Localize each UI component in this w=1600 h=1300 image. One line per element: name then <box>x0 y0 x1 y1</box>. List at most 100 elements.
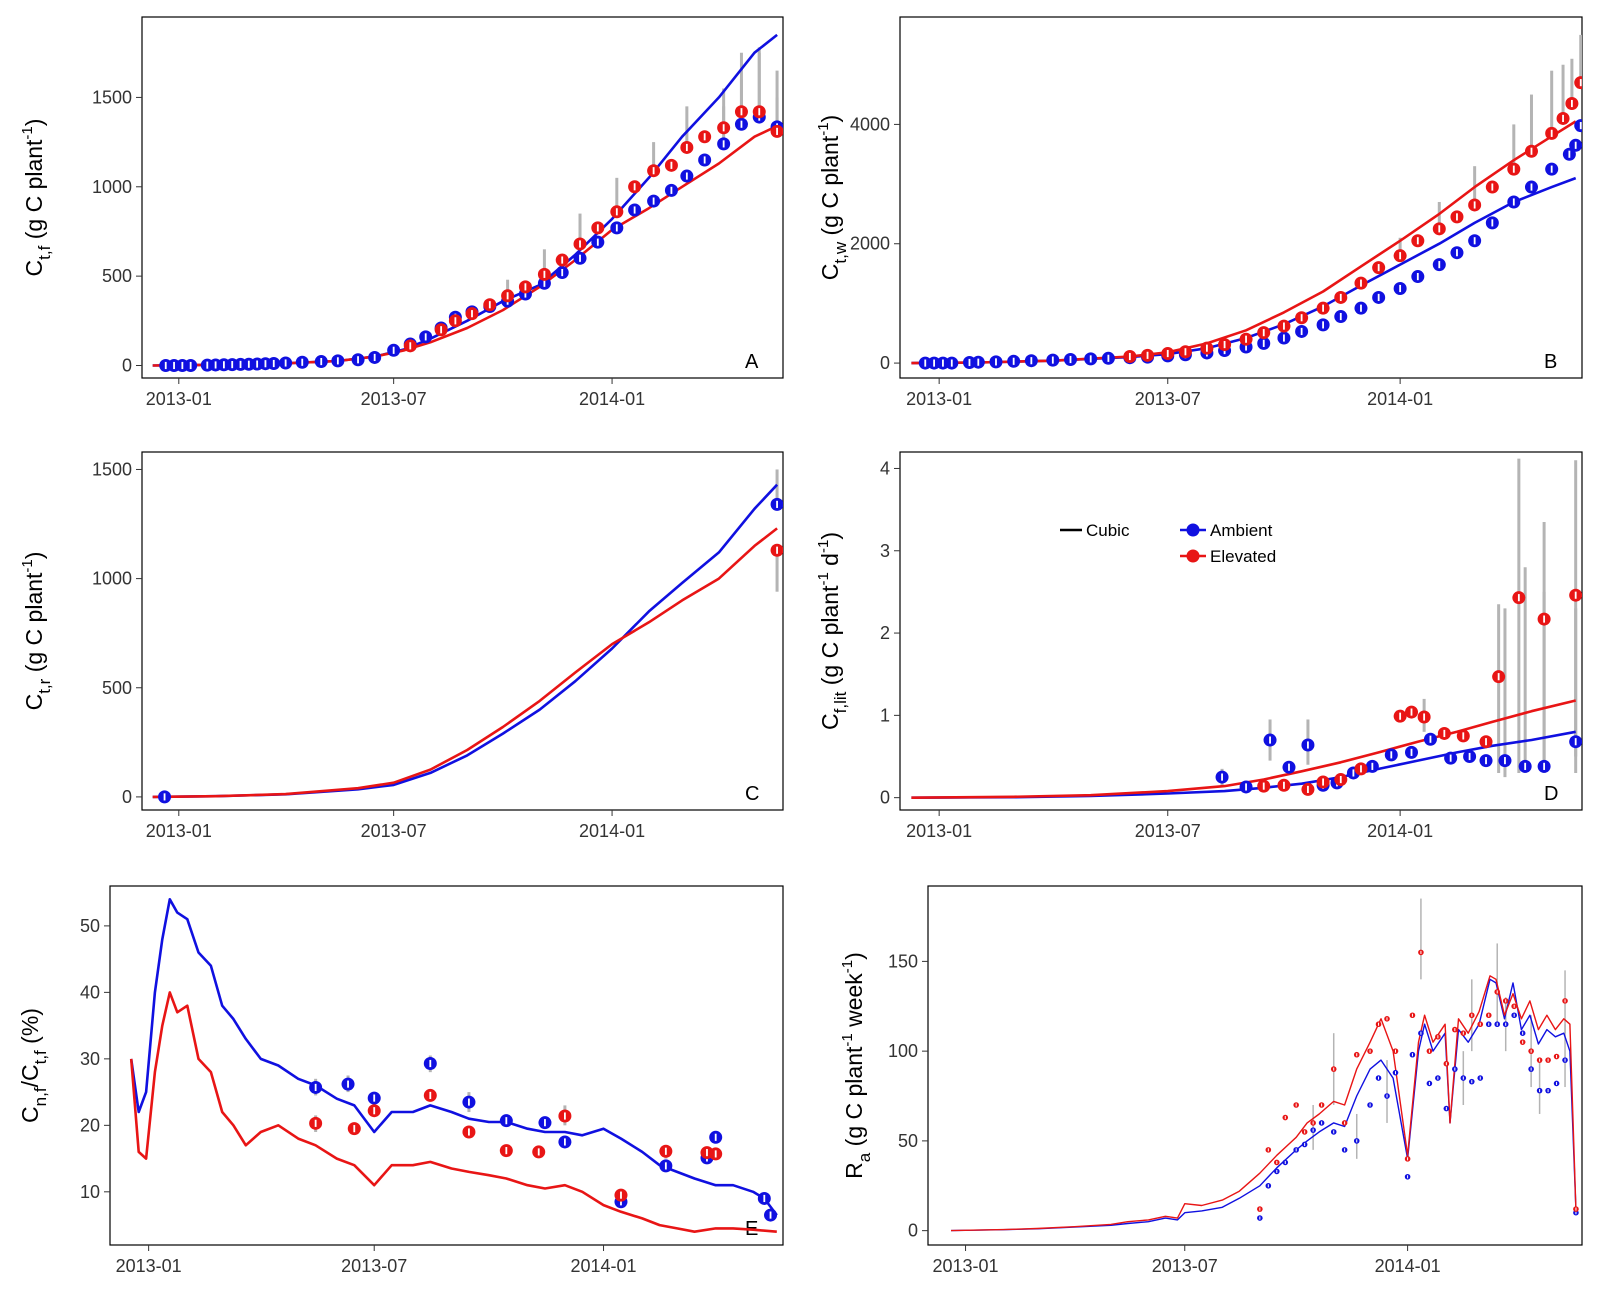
data-point-elevated <box>1330 1066 1337 1072</box>
data-point-ambient <box>1485 1021 1492 1028</box>
data-point-elevated <box>1519 1039 1526 1045</box>
data-point-ambient <box>537 276 551 290</box>
data-point-elevated <box>1573 1206 1579 1212</box>
data-point-elevated <box>1485 1012 1492 1019</box>
data-point-ambient <box>1372 290 1386 304</box>
data-point-elevated <box>462 1125 476 1139</box>
data-point-elevated <box>532 1145 546 1159</box>
data-point-elevated <box>734 105 748 119</box>
data-point-ambient <box>351 353 365 367</box>
data-point-elevated <box>698 130 712 144</box>
data-point-elevated <box>1562 998 1568 1004</box>
data-point-ambient <box>1384 748 1398 762</box>
data-point-elevated <box>717 121 731 135</box>
data-point-elevated <box>1141 348 1155 362</box>
x-tick-label: 2013-07 <box>361 389 427 409</box>
data-point-elevated <box>1485 180 1499 194</box>
data-point-ambient <box>770 497 783 511</box>
data-point-elevated <box>483 298 497 312</box>
data-point-elevated <box>614 1188 628 1202</box>
data-point-elevated <box>770 543 783 557</box>
data-point-ambient <box>1536 1087 1543 1094</box>
legend: Cubic Ambient Elevated <box>1060 521 1276 566</box>
data-point-ambient <box>314 355 328 369</box>
data-point-elevated <box>1528 1048 1534 1054</box>
data-point-ambient <box>1365 759 1379 773</box>
y-tick-label: 3 <box>880 541 890 561</box>
data-point-ambient <box>1432 258 1446 272</box>
data-point-ambient <box>1024 354 1038 368</box>
panel-letter: D <box>1544 783 1558 805</box>
x-tick-label: 2013-01 <box>116 1256 182 1276</box>
data-point-elevated <box>1372 261 1386 275</box>
y-tick-label: 1500 <box>92 87 132 107</box>
data-point-elevated <box>1404 1156 1411 1162</box>
legend-ambient-label: Ambient <box>1210 521 1273 540</box>
data-point-ambient <box>1295 324 1309 338</box>
data-point-elevated <box>1536 1057 1543 1063</box>
data-point-elevated <box>1468 198 1482 212</box>
panel-E: 2013-01 2013-07 2014-01 10 20 30 40 50 Cn,f/Ct,f… <box>17 885 784 1276</box>
data-point-elevated <box>1334 290 1348 304</box>
data-point-elevated <box>555 253 569 267</box>
data-point-ambient <box>1301 738 1315 752</box>
data-point-elevated <box>573 237 587 251</box>
data-point-elevated <box>1123 350 1137 364</box>
data-point-elevated <box>1310 1120 1316 1126</box>
data-point-elevated <box>1417 710 1431 724</box>
data-point-elevated <box>367 1104 381 1118</box>
panel-frame <box>899 16 1583 379</box>
data-point-elevated <box>1282 1114 1289 1121</box>
data-point-elevated <box>1384 1016 1390 1022</box>
x-tick-label: 2013-07 <box>361 821 427 841</box>
y-tick-label: 0 <box>880 788 890 808</box>
data-point-ambient <box>945 356 959 370</box>
data-point-ambient <box>1444 751 1458 765</box>
data-point-ambient <box>184 358 198 372</box>
plot-area <box>129 897 778 1233</box>
panel-D: 2013-01 2013-07 2014-01 0 1 2 3 4 Cf,lit (g C pl… <box>815 451 1583 841</box>
data-point-ambient <box>1528 1066 1534 1072</box>
panel-letter: C <box>745 783 759 805</box>
data-point-elevated <box>1418 949 1424 956</box>
data-point-ambient <box>309 1080 323 1094</box>
data-point-elevated <box>501 289 515 303</box>
data-point-ambient <box>1418 1030 1424 1036</box>
data-point-elevated <box>610 205 624 219</box>
y-tick-label: 2 <box>880 623 890 643</box>
series-line-elevated <box>152 527 778 799</box>
data-point-elevated <box>1432 222 1446 236</box>
data-point-elevated <box>1353 1051 1360 1058</box>
data-point-elevated <box>1393 709 1407 723</box>
x-tick-label: 2014-01 <box>1367 389 1433 409</box>
data-point-ambient <box>1411 270 1425 284</box>
data-point-elevated <box>1492 670 1506 684</box>
data-point-elevated <box>1435 1033 1441 1040</box>
data-point-elevated <box>628 180 642 194</box>
data-point-elevated <box>1161 347 1175 361</box>
data-point-ambient <box>610 221 624 235</box>
data-point-elevated <box>1553 1053 1560 1060</box>
panel-frame <box>109 885 784 1246</box>
data-point-elevated <box>1301 1129 1308 1135</box>
data-point-ambient <box>555 266 569 280</box>
data-point-ambient <box>1007 354 1021 368</box>
data-point-elevated <box>1239 332 1253 346</box>
panel-frame <box>141 16 784 379</box>
y-axis-label: Ct,f (g C plant-1) <box>19 119 54 277</box>
legend-elevated-marker <box>1186 549 1200 563</box>
data-point-ambient <box>1084 352 1098 366</box>
data-point-elevated <box>347 1122 361 1136</box>
x-tick-label: 2013-07 <box>1135 389 1201 409</box>
x-tick-label: 2013-07 <box>1152 1256 1218 1276</box>
data-point-ambient <box>659 1159 673 1173</box>
data-point-elevated <box>1295 311 1309 325</box>
y-tick-label: 150 <box>888 951 918 971</box>
data-point-ambient <box>1316 318 1330 332</box>
data-point-ambient <box>1511 1012 1517 1019</box>
data-point-elevated <box>1456 729 1470 743</box>
data-point-elevated <box>591 221 605 235</box>
y-tick-label: 500 <box>102 266 132 286</box>
y-axis-label: Cf,lit (g C plant-1 d-1) <box>815 532 850 730</box>
